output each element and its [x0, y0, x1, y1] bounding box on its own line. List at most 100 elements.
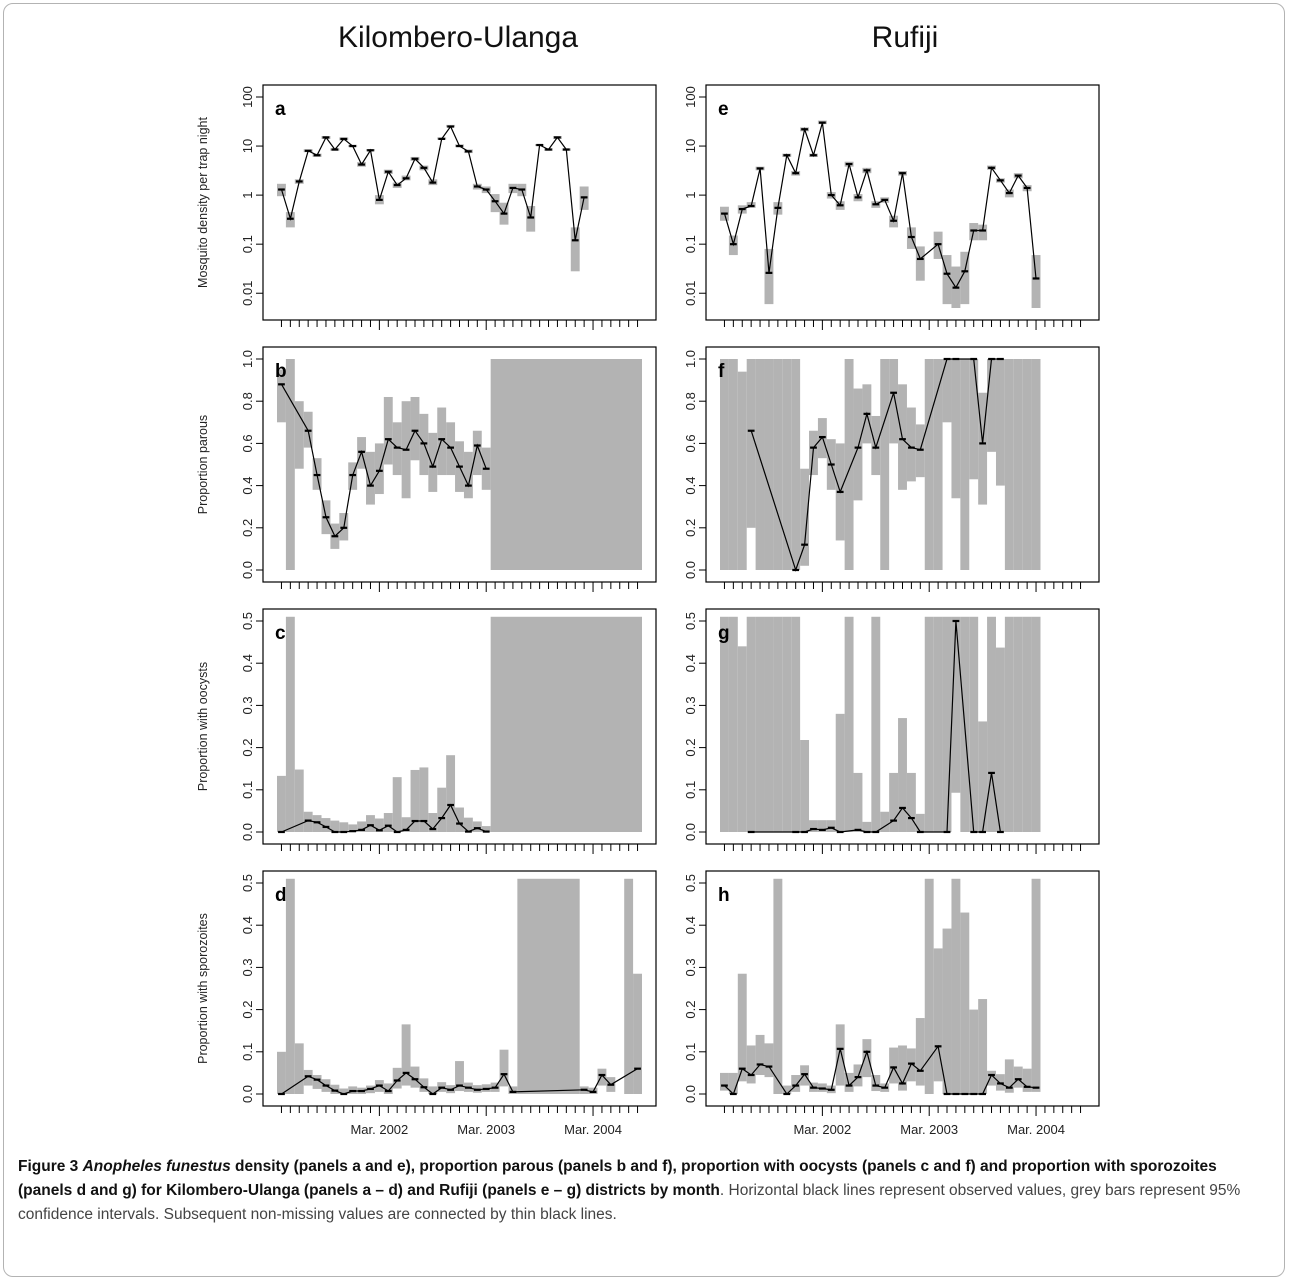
caption-species: Anopheles funestus — [82, 1158, 231, 1175]
y-tick-label: 0.2 — [683, 1001, 698, 1019]
ci-bar-b — [366, 451, 375, 505]
y-tick-label: 100 — [240, 86, 255, 108]
y-tick-label: 0.0 — [683, 561, 698, 579]
y-tick-label: 0.1 — [240, 1043, 255, 1061]
column-title-kilombero-ulanga: Kilombero-Ulanga — [338, 21, 578, 54]
y-axis-label: Proportion with sporozoites — [196, 913, 210, 1064]
ci-bar-b — [277, 369, 286, 423]
ci-bar-f — [720, 359, 729, 570]
ci-bar-d — [455, 1061, 464, 1092]
y-tick-label: 0.5 — [240, 874, 255, 892]
y-tick-label: 0.1 — [683, 235, 698, 253]
y-tick-label: 0.4 — [240, 654, 255, 672]
panel-letter-f: f — [718, 361, 725, 382]
ci-bar-f — [969, 359, 979, 480]
ci-bar-h — [1004, 1059, 1014, 1093]
ci-bar-c — [312, 815, 322, 832]
y-tick-label: 0.2 — [240, 739, 255, 757]
y-tick-label: 100 — [683, 86, 698, 108]
ci-bar-g — [1004, 616, 1014, 832]
ci-bar-h — [933, 948, 943, 1082]
ci-bar-g — [835, 713, 845, 832]
ci-bar-f — [773, 359, 783, 570]
series-line-c — [281, 803, 487, 833]
x-tick-label: Mar. 2004 — [564, 1122, 622, 1137]
ci-bar-c — [463, 817, 473, 832]
ci-bar-c — [419, 767, 429, 832]
ci-bar-f — [737, 371, 747, 570]
ci-bar-d — [330, 1084, 340, 1094]
ci-bar-c — [428, 813, 438, 832]
y-tick-label: 0.0 — [240, 561, 255, 579]
caption-plain-text: . Horizontal black lines represent obser… — [18, 1182, 1241, 1223]
x-tick-label: Mar. 2004 — [1007, 1122, 1065, 1137]
ci-bar-a — [570, 227, 580, 272]
ci-bar-d — [277, 1051, 286, 1094]
ci-bar-d — [383, 1083, 393, 1094]
ci-bar-d — [339, 1088, 349, 1094]
ci-bar-b — [463, 451, 473, 499]
y-tick-label: 0.01 — [683, 281, 698, 306]
y-tick-label: 0.3 — [683, 696, 698, 714]
ci-bar-e — [764, 248, 774, 305]
ci-bar-h — [951, 878, 961, 1094]
ci-bar-h — [746, 1045, 756, 1084]
ci-bar-d — [597, 1068, 607, 1086]
ci-bar-c — [321, 818, 331, 832]
ci-bar-g — [915, 813, 925, 832]
ci-bar-d — [294, 1043, 304, 1094]
y-tick-label: 0.0 — [683, 823, 698, 841]
ci-bar-g — [889, 772, 899, 832]
ci-bar-f — [987, 359, 996, 452]
caption-bold-text: density (panels a and e), proportion par… — [18, 1158, 1217, 1199]
ci-bar-c — [401, 817, 411, 832]
x-tick-label: Mar. 2003 — [457, 1122, 515, 1137]
ci-bar-h — [942, 928, 952, 1094]
y-tick-label: 0.4 — [240, 477, 255, 495]
ci-bar-g — [720, 616, 729, 832]
ci-bar-h — [987, 1070, 996, 1086]
ci-bar-f — [853, 388, 863, 501]
ci-bar-f — [960, 359, 970, 570]
ci-bar-f — [951, 359, 961, 499]
ci-bar-f — [755, 359, 765, 570]
y-tick-label: 0.8 — [240, 392, 255, 410]
panel-frame — [262, 84, 657, 321]
y-tick-label: 0.6 — [240, 434, 255, 452]
ci-bar-e — [942, 255, 952, 305]
ci-bar-b — [437, 407, 447, 476]
ci-bar-d — [410, 1066, 420, 1088]
y-tick-label: 0.2 — [240, 519, 255, 537]
y-tick-label: 0.0 — [683, 1085, 698, 1103]
ci-bar-a — [490, 194, 500, 213]
y-axis-label: Proportion parous — [196, 415, 210, 514]
ci-bar-g — [853, 772, 863, 832]
x-tick-label: Mar. 2003 — [900, 1122, 958, 1137]
ci-bar-c — [481, 826, 491, 832]
y-tick-label: 0.6 — [683, 434, 698, 452]
column-title-rufiji: Rufiji — [872, 21, 939, 54]
ci-bar-h — [800, 1065, 810, 1086]
ci-bar-g — [728, 616, 738, 832]
figure-caption: Figure 3 Anopheles funestus density (pan… — [18, 1155, 1273, 1227]
ci-bar-e — [960, 251, 970, 305]
panel-letter-h: h — [718, 885, 730, 906]
ci-bar-f — [782, 359, 792, 570]
panel-letter-d: d — [275, 885, 287, 906]
ci-bar-f — [978, 392, 988, 505]
ci-bar-c — [374, 818, 384, 832]
ci-bar-d — [633, 973, 642, 1094]
ci-bar-c — [437, 787, 447, 832]
panel-letter-a: a — [275, 99, 286, 120]
ci-bar-f — [1031, 359, 1041, 570]
ci-bar-h — [720, 1072, 729, 1091]
ci-bar-g — [987, 616, 996, 832]
ci-bar-g — [969, 616, 979, 832]
y-tick-label: 1 — [683, 191, 698, 198]
ci-bar-b — [383, 396, 393, 465]
y-tick-label: 10 — [240, 139, 255, 153]
ci-bar-g — [1031, 616, 1041, 832]
ci-bar-h — [898, 1045, 907, 1091]
ci-bar-a — [526, 205, 536, 232]
ci-bar-d — [419, 1078, 429, 1092]
